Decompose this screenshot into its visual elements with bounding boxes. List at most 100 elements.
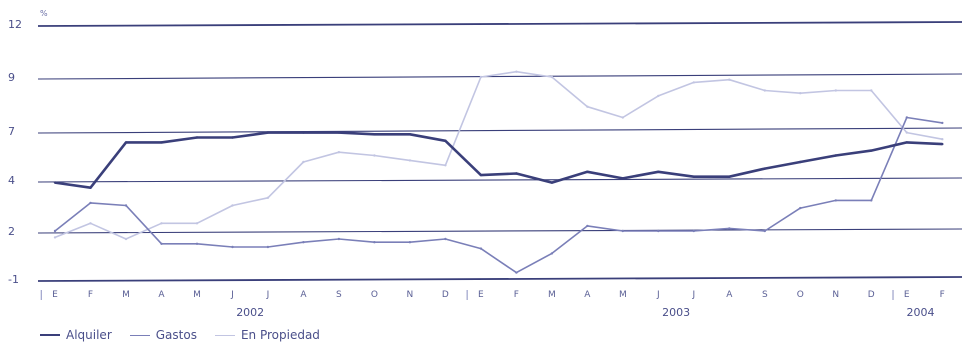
data-point — [373, 154, 376, 157]
data-point — [905, 116, 908, 119]
data-point — [160, 222, 163, 225]
data-point — [53, 229, 57, 233]
x-tick-label: F — [88, 290, 93, 300]
x-year-label: 2004 — [907, 306, 935, 319]
x-tick-label: J — [266, 290, 270, 300]
legend-label: Alquiler — [66, 328, 112, 342]
data-point — [586, 224, 589, 228]
data-point — [195, 136, 199, 139]
series-line-alquiler — [54, 131, 943, 189]
legend: Alquiler Gastos En Propiedad — [40, 328, 320, 342]
data-point — [799, 92, 802, 95]
y-tick-label: 2 — [8, 225, 15, 238]
x-tick-label: J — [230, 290, 234, 300]
data-point — [302, 131, 305, 134]
data-point — [444, 164, 447, 167]
data-point — [834, 89, 837, 92]
data-point — [941, 138, 944, 141]
x-tick-label: A — [584, 290, 591, 300]
data-point — [550, 75, 554, 79]
data-point — [941, 142, 944, 146]
data-point — [195, 242, 199, 245]
x-tick-label: O — [371, 290, 378, 300]
data-point — [89, 222, 92, 225]
data-point — [657, 229, 660, 233]
data-point — [728, 227, 731, 230]
x-tick-label: E — [904, 290, 910, 300]
legend-label: En Propiedad — [240, 328, 320, 342]
data-point — [302, 241, 305, 244]
data-point — [621, 229, 624, 233]
x-tick-label: N — [832, 290, 839, 300]
legend-label: Gastos — [155, 328, 197, 342]
data-point — [337, 237, 341, 241]
data-point — [231, 136, 234, 139]
y-tick-label: 9 — [8, 71, 15, 84]
data-point — [124, 237, 128, 241]
x-tick-label: M — [619, 290, 627, 300]
data-point — [870, 149, 873, 152]
gridline — [37, 127, 963, 134]
data-point — [479, 247, 483, 250]
data-point — [728, 175, 731, 178]
data-point — [870, 199, 873, 202]
data-point — [834, 199, 837, 202]
data-point — [834, 154, 837, 157]
data-point — [266, 245, 270, 249]
gridline — [37, 276, 963, 282]
series-line-gastos — [54, 116, 943, 274]
data-point — [905, 141, 908, 144]
data-point — [160, 141, 163, 144]
y-unit-label: % — [40, 9, 48, 18]
x-tick-label: F — [514, 290, 519, 300]
y-tick-label: -1 — [8, 273, 19, 286]
data-point — [515, 172, 518, 175]
x-tick-label: S — [762, 290, 768, 300]
data-point — [124, 204, 128, 207]
data-point — [657, 170, 660, 173]
data-point — [941, 121, 944, 125]
x-tick-label: F — [940, 290, 945, 300]
x-tick-label: A — [158, 290, 165, 300]
x-tick-label: E — [52, 290, 58, 300]
x-tick-label: A — [726, 290, 733, 300]
x-tick-label: D — [868, 290, 875, 300]
data-point — [231, 245, 234, 249]
data-point — [266, 196, 270, 199]
data-point — [53, 236, 57, 239]
x-tick-label: S — [336, 290, 342, 300]
data-point — [621, 116, 624, 119]
data-point — [89, 201, 92, 205]
data-point — [444, 237, 447, 241]
data-point — [408, 133, 412, 136]
data-point — [692, 229, 695, 233]
x-tick-label: D — [442, 290, 449, 300]
x-tick-label: E — [478, 290, 484, 300]
x-tick-label: J — [691, 290, 695, 300]
data-point — [586, 170, 589, 173]
data-point — [586, 105, 589, 108]
x-tick-label: O — [797, 290, 804, 300]
legend-swatch — [40, 334, 60, 336]
data-point — [621, 177, 624, 180]
data-point — [160, 242, 163, 245]
x-tick-label: J — [656, 290, 660, 300]
data-point — [195, 222, 199, 225]
data-point — [337, 131, 341, 134]
data-point — [124, 141, 128, 144]
data-point — [408, 159, 412, 162]
x-tick-label: M — [548, 290, 556, 300]
data-point — [728, 78, 731, 81]
data-point — [763, 89, 766, 92]
data-point — [692, 81, 695, 84]
data-point — [763, 167, 766, 170]
data-point — [550, 181, 554, 184]
data-point — [444, 139, 447, 142]
legend-swatch — [129, 334, 150, 336]
series-line-en-propiedad — [54, 70, 943, 240]
y-tick-label: 4 — [8, 174, 15, 187]
data-point — [692, 175, 695, 178]
gridline — [37, 228, 963, 234]
